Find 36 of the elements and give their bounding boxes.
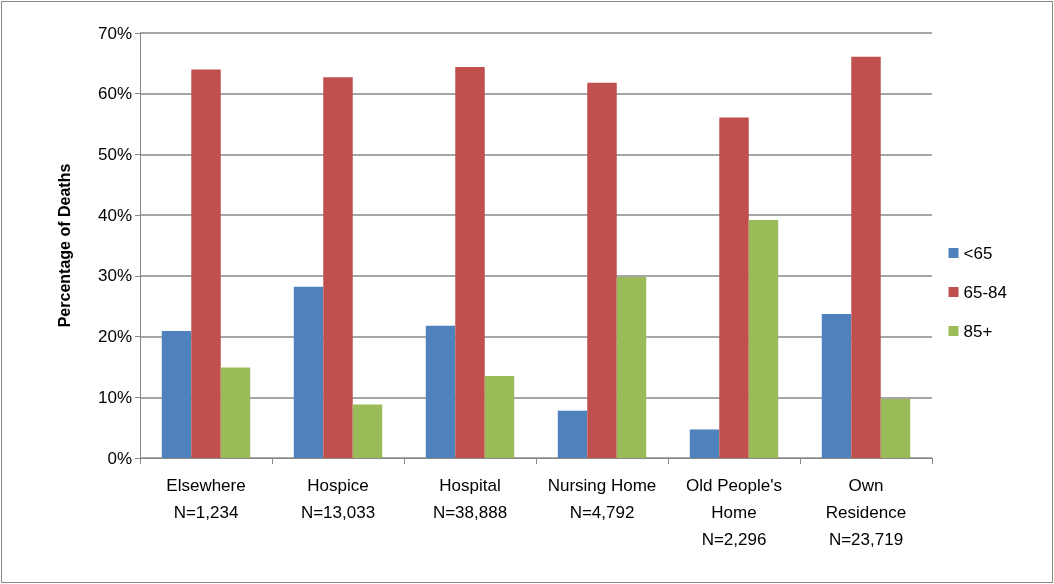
- bar: [323, 77, 353, 458]
- legend-label: 65-84: [963, 282, 1007, 302]
- bar: [484, 376, 515, 458]
- bar: [425, 325, 456, 458]
- x-tick-label: Elsewhere N=1,234: [166, 476, 246, 522]
- x-tick-label: Own Residence N=23,719: [825, 476, 907, 549]
- x-tick-label: Nursing Home N=4,792: [547, 476, 657, 522]
- legend-label: 85+: [963, 321, 993, 341]
- bar: [821, 314, 852, 458]
- y-tick-label: 20%: [97, 327, 132, 347]
- y-axis-title: Percentage of Deaths: [55, 163, 73, 328]
- bar: [851, 56, 881, 458]
- y-tick-label: 30%: [97, 266, 132, 286]
- x-tick-label: Hospice N=13,033: [300, 476, 376, 522]
- bar: [719, 117, 749, 458]
- bar: [748, 220, 779, 458]
- bar: [191, 69, 221, 458]
- bar: [880, 399, 911, 458]
- y-tick-label: 0%: [107, 448, 132, 468]
- y-tick-label: 10%: [97, 387, 132, 407]
- x-tick-label: Hospital N=38,888: [432, 476, 508, 522]
- bar: [616, 277, 647, 458]
- bar: [352, 404, 383, 458]
- y-tick-label: 60%: [97, 84, 132, 104]
- x-tick-label: Old People's Home N=2,296: [686, 476, 782, 549]
- bar: [455, 67, 485, 458]
- y-tick-label: 40%: [97, 205, 132, 225]
- bar: [587, 82, 617, 458]
- y-tick-label: 50%: [97, 144, 132, 164]
- legend-label: <65: [963, 243, 993, 263]
- bar: [220, 367, 251, 458]
- bar: [293, 286, 324, 458]
- bar: [161, 331, 192, 458]
- y-tick-label: 70%: [97, 23, 132, 43]
- bar: [557, 410, 588, 458]
- bar: [689, 429, 720, 458]
